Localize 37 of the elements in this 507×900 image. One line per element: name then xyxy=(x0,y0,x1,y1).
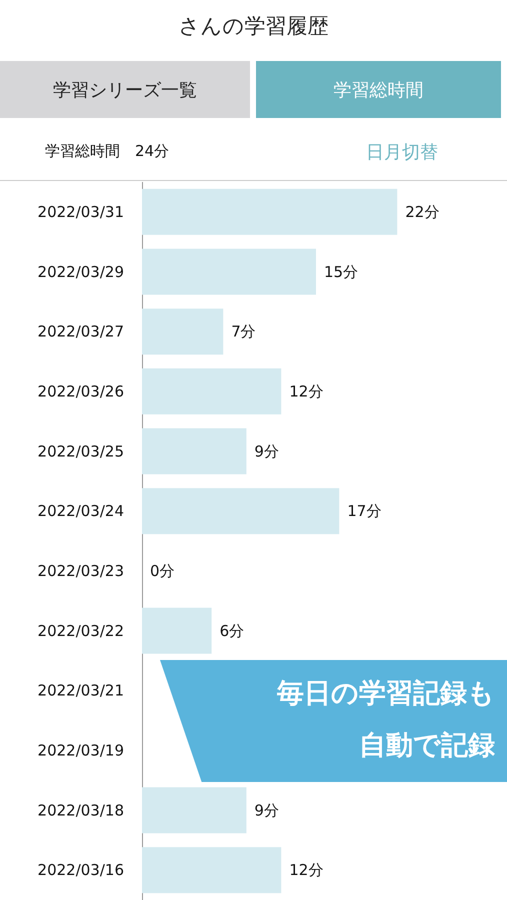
bar xyxy=(142,787,246,834)
bar xyxy=(142,308,224,355)
bar xyxy=(142,847,282,894)
data-label: 12分 xyxy=(289,861,324,880)
bar xyxy=(142,248,316,295)
data-label: 9分 xyxy=(254,801,279,820)
annotation: 毎日の学習記録も xyxy=(276,677,495,711)
data-label: 22分 xyxy=(405,202,440,221)
y-tick-label: 2022/03/21 xyxy=(38,682,124,700)
y-tick-label: 2022/03/31 xyxy=(38,202,124,221)
y-tick-label: 2022/03/26 xyxy=(38,382,124,400)
data-label: 6分 xyxy=(220,622,244,640)
text: 日月切替 xyxy=(366,141,438,164)
chart-title: さんの学習履歴 xyxy=(178,13,330,40)
data-label: 0分 xyxy=(150,562,175,580)
y-tick-label: 2022/03/18 xyxy=(38,801,124,820)
y-tick-label: 2022/03/25 xyxy=(38,442,124,460)
y-tick-label: 2022/03/23 xyxy=(38,562,124,580)
data-label: 12分 xyxy=(289,382,324,400)
bar xyxy=(142,368,282,414)
data-label: 7分 xyxy=(231,322,256,341)
bar xyxy=(142,488,340,534)
data-label: 17分 xyxy=(347,502,382,520)
data-label: 15分 xyxy=(324,262,358,281)
y-tick-label: 2022/03/22 xyxy=(38,622,124,640)
tab-button[interactable]: 学習シリーズ一覧 xyxy=(0,61,250,118)
bar xyxy=(142,188,398,235)
y-tick-label: 2022/03/16 xyxy=(38,861,124,880)
bar xyxy=(142,428,246,474)
y-tick-label: 2022/03/24 xyxy=(38,502,124,520)
bar xyxy=(142,608,212,654)
y-tick-label: 2022/03/27 xyxy=(38,322,124,341)
text: 学習総時間 24分 xyxy=(45,142,170,161)
y-tick-label: 2022/03/29 xyxy=(38,262,124,281)
y-tick-label: 2022/03/19 xyxy=(38,741,124,760)
data-label: 9分 xyxy=(254,442,279,460)
annotation: 自動で記録 xyxy=(358,729,495,763)
